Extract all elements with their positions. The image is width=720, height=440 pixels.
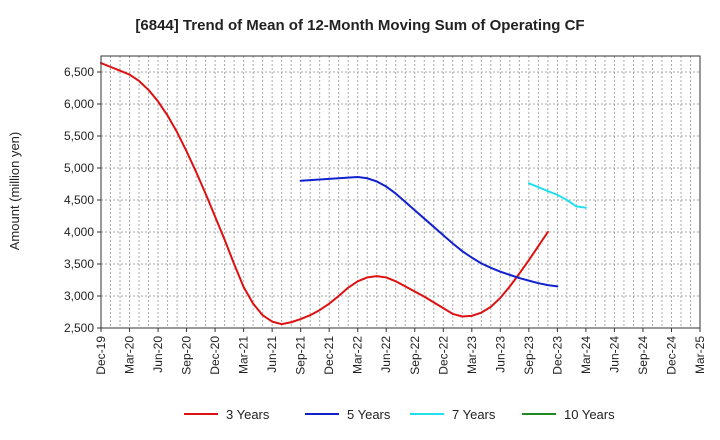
x-tick-label: Dec-22 [436, 336, 450, 375]
x-tick-label: Dec-23 [550, 336, 564, 375]
y-tick-label: 5,500 [64, 129, 94, 143]
x-axis: Dec-19 Mar-20 Jun-20 Sep-20 Dec-20 Mar-21 Jun-… [94, 328, 707, 375]
x-tick-label: Jun-22 [379, 336, 393, 373]
legend-label-3-years: 3 Years [226, 407, 270, 422]
y-tick-label: 4,000 [64, 225, 94, 239]
y-tick-label: 5,000 [64, 161, 94, 175]
y-tick-label: 2,500 [64, 321, 94, 335]
plot-frame [100, 55, 701, 329]
grid [101, 56, 700, 329]
y-axis-label: Amount (million yen) [7, 132, 22, 251]
legend-label-7-years: 7 Years [452, 407, 496, 422]
x-tick-label: Mar-20 [123, 336, 137, 374]
y-tick-label: 6,500 [64, 65, 94, 79]
x-tick-label: Sep-24 [636, 336, 650, 375]
y-axis: 2,500 3,000 3,500 4,000 4,500 5,000 5,500 6,000… [64, 65, 101, 335]
x-tick-label: Sep-21 [294, 336, 308, 375]
x-tick-label: Jun-20 [151, 336, 165, 373]
x-tick-label: Sep-20 [180, 336, 194, 375]
y-tick-label: 3,500 [64, 257, 94, 271]
x-tick-label: Mar-23 [465, 336, 479, 374]
y-tick-label: 6,000 [64, 97, 94, 111]
y-tick-label: 4,500 [64, 193, 94, 207]
legend: 3 Years 5 Years 7 Years 10 Years [184, 407, 615, 422]
x-tick-label: Jun-24 [607, 336, 621, 373]
x-tick-label: Jun-21 [265, 336, 279, 373]
legend-label-5-years: 5 Years [347, 407, 391, 422]
x-tick-label: Sep-23 [522, 336, 536, 375]
x-tick-label: Mar-21 [237, 336, 251, 374]
x-tick-label: Mar-24 [579, 336, 593, 374]
x-tick-label: Dec-24 [664, 336, 678, 375]
x-tick-label: Dec-19 [94, 336, 108, 375]
series-line-5-years [299, 175, 559, 288]
x-tick-label: Mar-22 [351, 336, 365, 374]
x-tick-label: Sep-22 [408, 336, 422, 375]
x-tick-label: Dec-21 [322, 336, 336, 375]
y-tick-label: 3,000 [64, 289, 94, 303]
x-tick-label: Jun-23 [493, 336, 507, 373]
chart-title: [6844] Trend of Mean of 12-Month Moving … [135, 17, 584, 34]
series-line-7-years [527, 182, 587, 209]
x-tick-label: Dec-20 [208, 336, 222, 375]
series-line-3-years [100, 62, 549, 326]
x-tick-label: Mar-25 [693, 336, 707, 374]
series-layer [100, 62, 587, 326]
legend-label-10-years: 10 Years [564, 407, 615, 422]
